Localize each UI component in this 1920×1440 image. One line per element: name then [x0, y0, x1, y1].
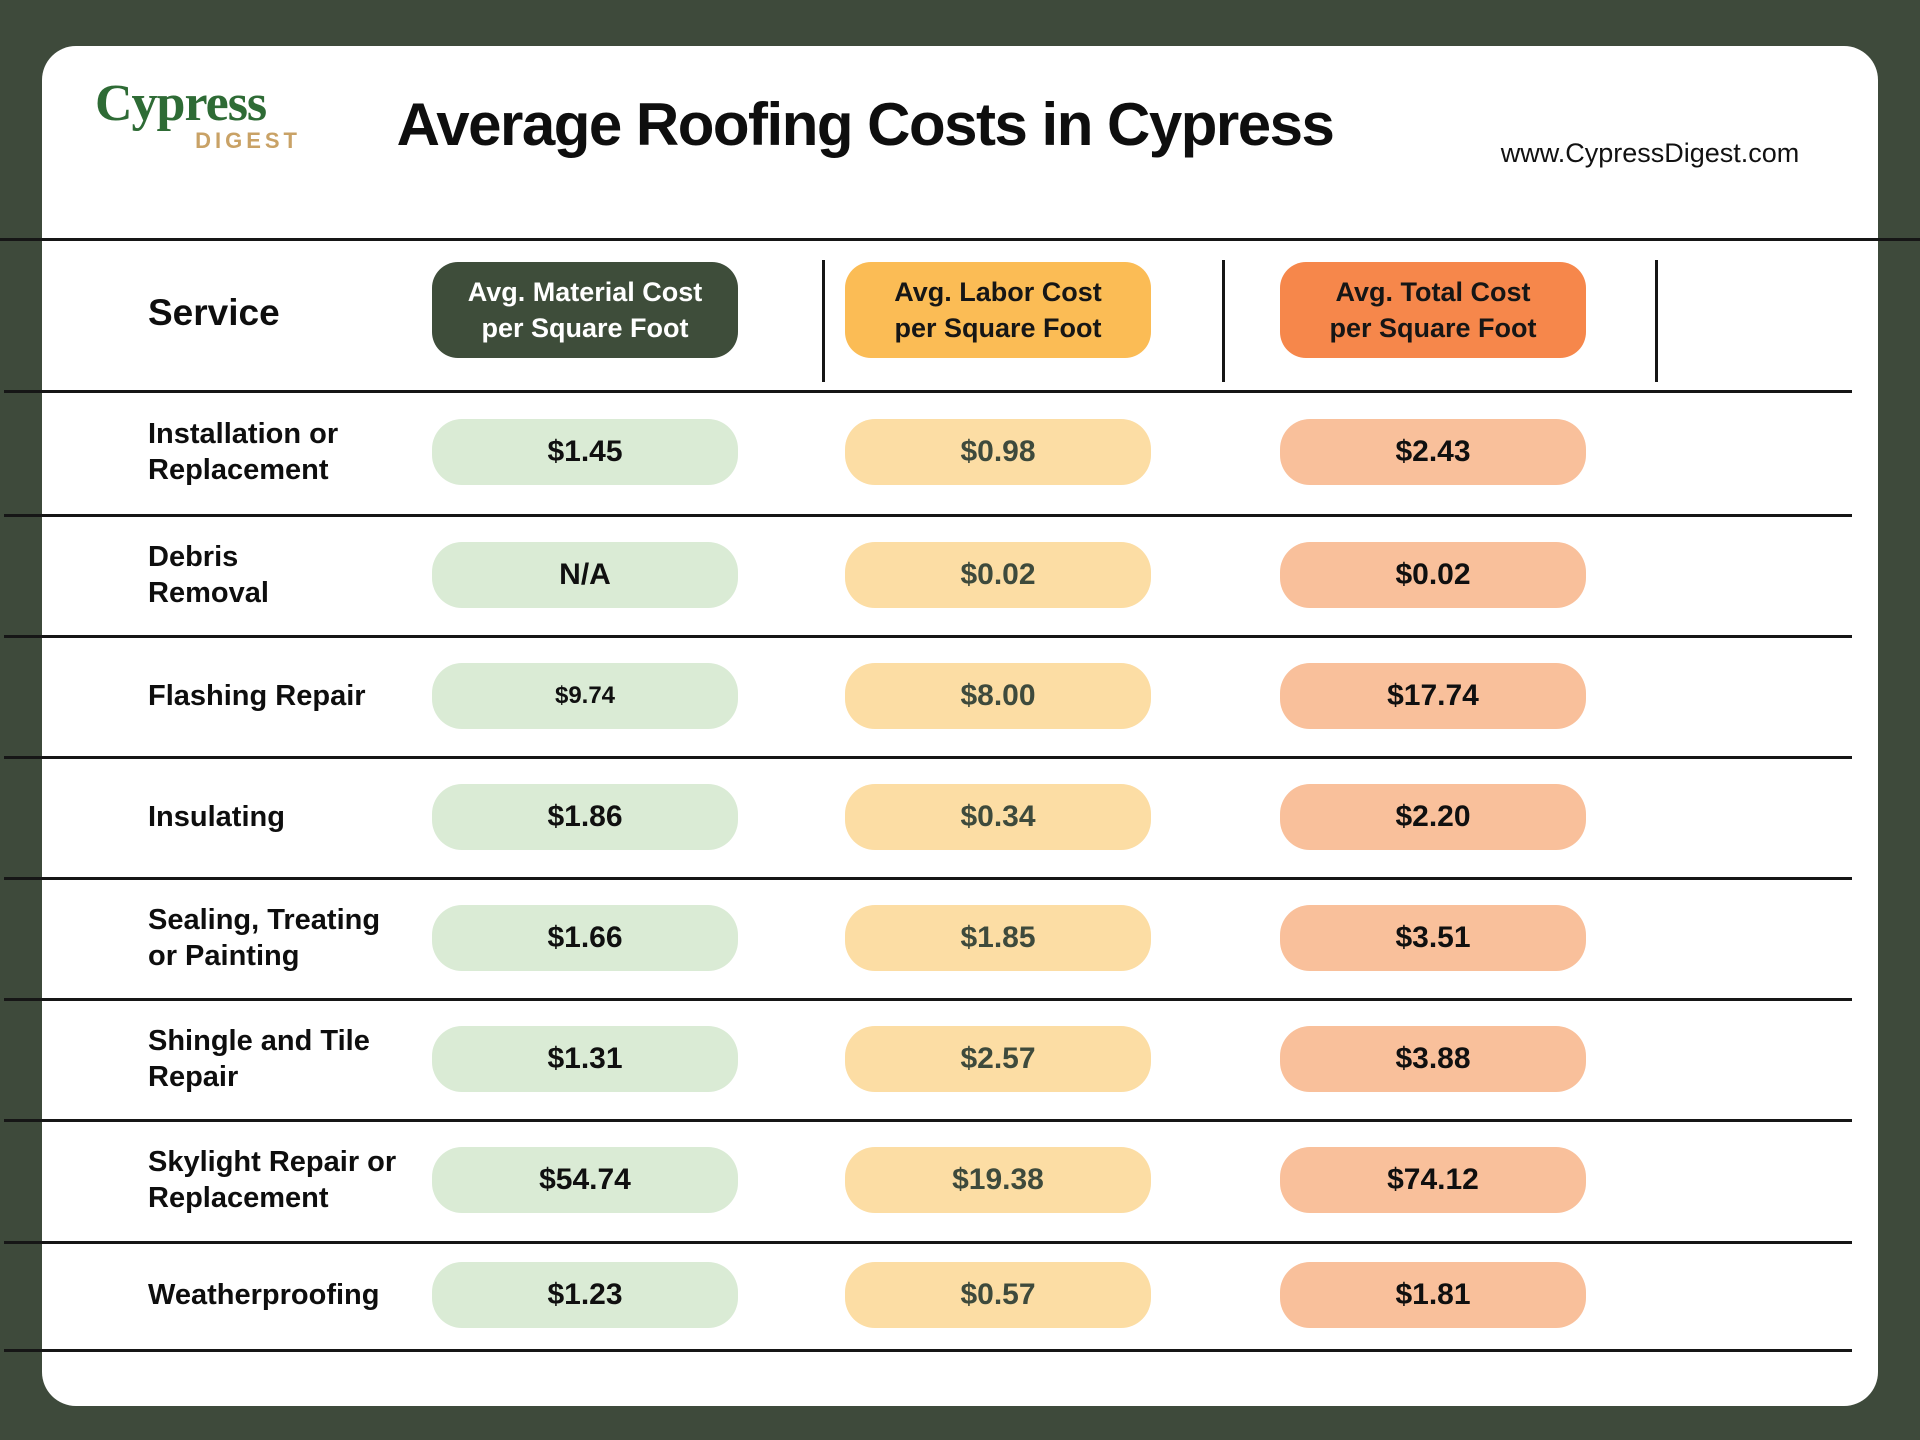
table-row: Weatherproofing $1.23 $0.57 $1.81 — [0, 1241, 1920, 1349]
divider-header — [0, 238, 1920, 241]
labor-cost-value: $0.02 — [845, 541, 1151, 608]
labor-cost-value: $8.00 — [845, 662, 1151, 729]
material-cost-value: N/A — [432, 541, 738, 608]
labor-cost-value: $0.57 — [845, 1262, 1151, 1328]
divider-row — [4, 390, 1852, 393]
total-cost-value: $2.20 — [1280, 783, 1586, 850]
divider-bottom — [4, 1349, 1852, 1352]
labor-cost-value: $0.34 — [845, 783, 1151, 850]
labor-cost-value: $0.98 — [845, 419, 1151, 485]
service-label: Sealing, Treating or Painting — [148, 903, 381, 972]
service-label: Debris Removal — [148, 540, 269, 609]
material-cost-value: $1.66 — [432, 904, 738, 971]
divider-row — [4, 514, 1852, 517]
total-cost-value: $3.88 — [1280, 1025, 1586, 1092]
material-cost-value: $1.31 — [432, 1025, 738, 1092]
website-url: www.CypressDigest.com — [1500, 138, 1800, 168]
material-cost-value: $1.86 — [432, 783, 738, 850]
material-cost-value: $1.45 — [432, 419, 738, 485]
brand-logo: Cypress DIGEST — [95, 78, 305, 154]
labor-cost-value: $19.38 — [845, 1147, 1151, 1213]
column-header-material: Avg. Material Cost per Square Foot — [432, 262, 738, 358]
total-cost-value: $17.74 — [1280, 662, 1586, 729]
material-cost-value: $9.74 — [432, 662, 738, 729]
labor-cost-value: $2.57 — [845, 1025, 1151, 1092]
table-row: Debris Removal N/A $0.02 $0.02 — [0, 514, 1920, 635]
material-cost-value: $1.23 — [432, 1262, 738, 1328]
table-row: Insulating $1.86 $0.34 $2.20 — [0, 756, 1920, 877]
brand-name: Cypress — [95, 75, 267, 132]
service-label: Skylight Repair or Replacement — [148, 1145, 397, 1214]
service-label: Weatherproofing — [148, 1278, 380, 1311]
total-cost-value: $3.51 — [1280, 904, 1586, 971]
divider-row — [4, 1241, 1852, 1244]
total-cost-value: $1.81 — [1280, 1262, 1586, 1328]
divider-row — [4, 635, 1852, 638]
table-row: Flashing Repair $9.74 $8.00 $17.74 — [0, 635, 1920, 756]
table-row: Skylight Repair or Replacement $54.74 $1… — [0, 1119, 1920, 1241]
total-cost-value: $0.02 — [1280, 541, 1586, 608]
service-label: Flashing Repair — [148, 679, 366, 712]
material-cost-value: $54.74 — [432, 1147, 738, 1213]
column-header-service: Service — [148, 292, 280, 333]
divider-row — [4, 1119, 1852, 1122]
table-row: Shingle and Tile Repair $1.31 $2.57 $3.8… — [0, 998, 1920, 1119]
service-label: Installation or Replacement — [148, 417, 339, 486]
divider-row — [4, 998, 1852, 1001]
column-divider — [1222, 260, 1225, 382]
divider-row — [4, 756, 1852, 759]
column-header-total: Avg. Total Cost per Square Foot — [1280, 262, 1586, 358]
column-divider — [1655, 260, 1658, 382]
service-label: Insulating — [148, 800, 285, 833]
total-cost-value: $2.43 — [1280, 419, 1586, 485]
table-row: Installation or Replacement $1.45 $0.98 … — [0, 390, 1920, 514]
column-header-labor: Avg. Labor Cost per Square Foot — [845, 262, 1151, 358]
page-title: Average Roofing Costs in Cypress — [396, 91, 1335, 158]
divider-row — [4, 877, 1852, 880]
brand-subtitle: DIGEST — [195, 128, 301, 153]
labor-cost-value: $1.85 — [845, 904, 1151, 971]
table-row: Sealing, Treating or Painting $1.66 $1.8… — [0, 877, 1920, 998]
column-divider — [822, 260, 825, 382]
service-label: Shingle and Tile Repair — [148, 1024, 370, 1093]
total-cost-value: $74.12 — [1280, 1147, 1586, 1213]
